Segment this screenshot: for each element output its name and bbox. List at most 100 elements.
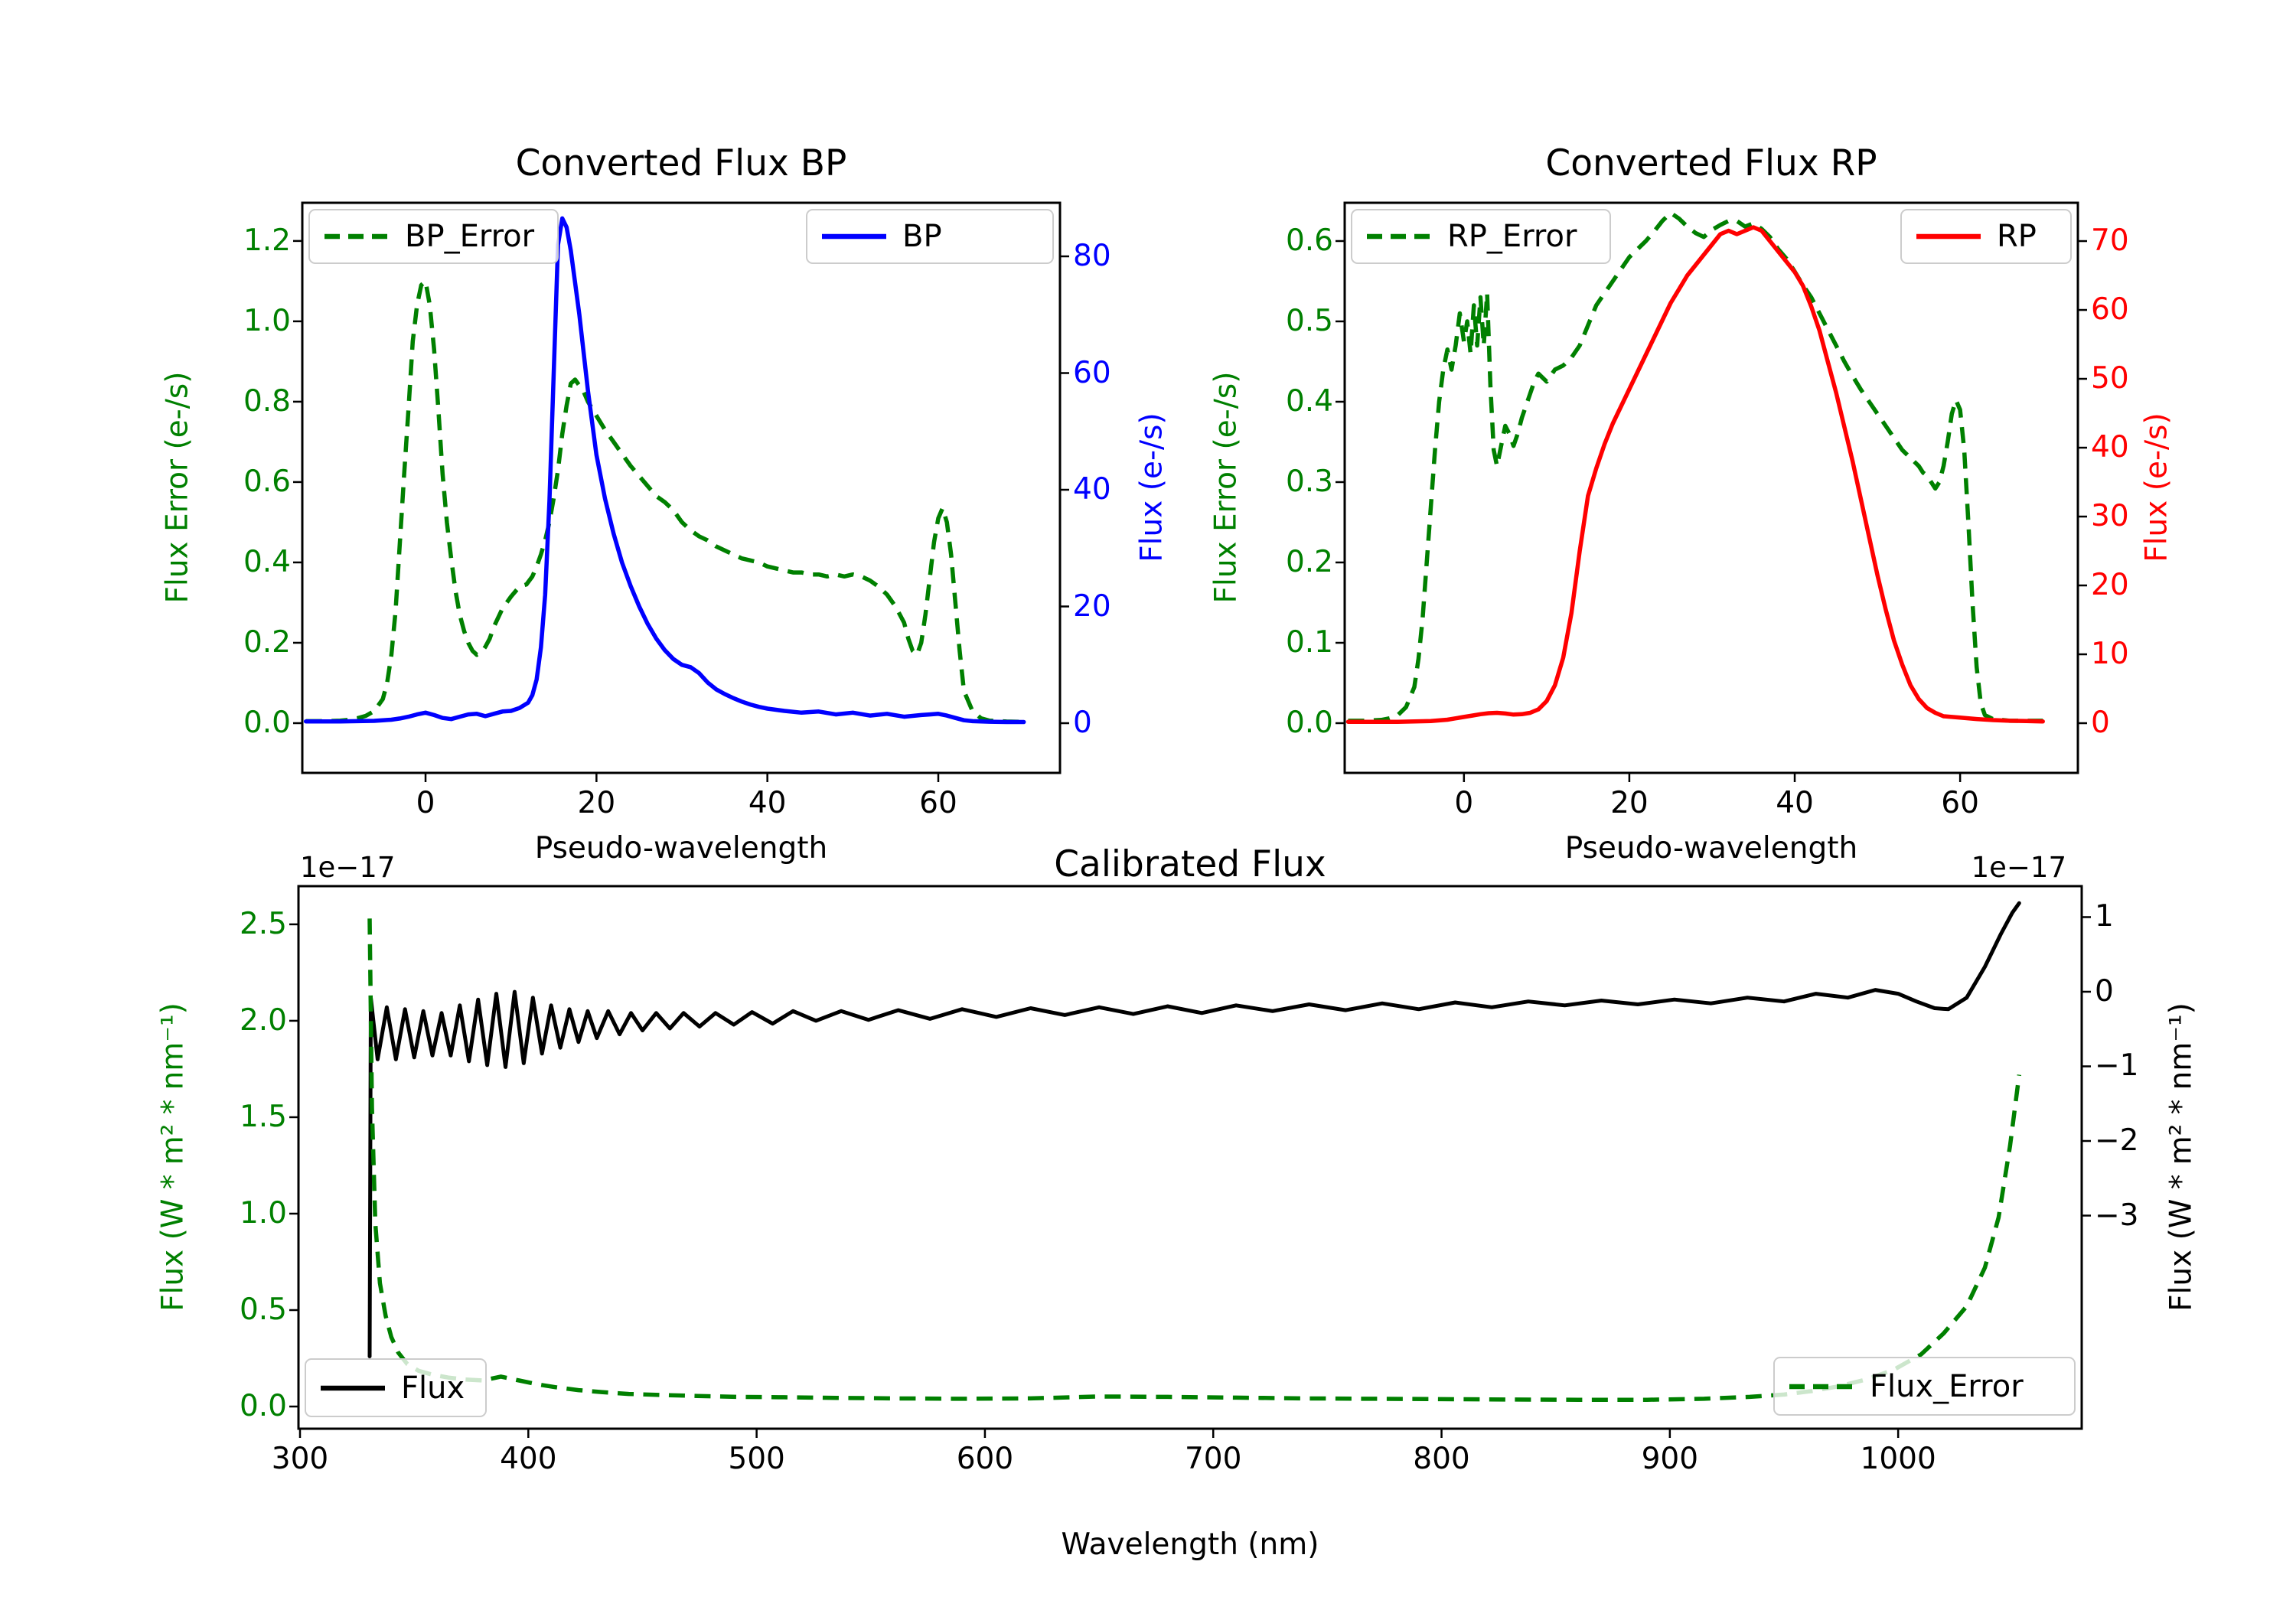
y-left-tick-label: 0.8 xyxy=(243,383,291,419)
x-tick-label: 0 xyxy=(1454,786,1474,820)
plot-title-calibrated: Calibrated Flux xyxy=(1054,843,1326,885)
y-right-tick-label: 50 xyxy=(2091,361,2129,396)
y-right-tick-label: 60 xyxy=(1073,355,1111,390)
x-tick-label: 600 xyxy=(956,1442,1014,1476)
series-group-0 xyxy=(303,216,1026,725)
x-tick-label: 40 xyxy=(748,786,787,820)
y-right-tick-label: 40 xyxy=(2091,430,2129,465)
y-left-tick-label: 0.6 xyxy=(243,464,291,499)
x-tick-label: 700 xyxy=(1184,1442,1242,1476)
x-tick-label: 300 xyxy=(271,1442,329,1476)
plot-title-bp: Converted Flux BP xyxy=(515,142,847,184)
y-left-tick-label: 0.1 xyxy=(1285,624,1333,660)
x-tick-label: 60 xyxy=(1941,786,1979,820)
legend-rp_error: RP_Error xyxy=(1351,209,1611,264)
x-tick-label: 800 xyxy=(1413,1442,1470,1476)
x-tick-label: 900 xyxy=(1641,1442,1699,1476)
y-left-tick-label: 1.2 xyxy=(243,223,291,258)
y-left-tick-label: 1.5 xyxy=(239,1099,287,1134)
axes-frame-0 xyxy=(301,201,1062,774)
y-right-tick-label: −3 xyxy=(2095,1198,2139,1233)
y-right-tick-label: 0 xyxy=(2091,706,2110,741)
axes-frame-2 xyxy=(297,885,2083,1430)
legend-rp: RP xyxy=(1900,209,2072,264)
y-right-tick-label: 1 xyxy=(2095,899,2114,934)
y-left-tick-label: 0.0 xyxy=(243,705,291,740)
y-left-tick-label: 0.3 xyxy=(1285,464,1333,499)
legend-line-sample xyxy=(1367,233,1431,240)
series-line-bp_error xyxy=(305,279,1024,725)
plot-title-rp: Converted Flux RP xyxy=(1545,142,1877,184)
series-group-1 xyxy=(1345,210,2045,724)
y-left-tick-label: 0.0 xyxy=(1285,706,1333,740)
y-right-tick-label: 0 xyxy=(1073,706,1092,741)
y-right-tick-label: 60 xyxy=(2091,292,2129,328)
x-axis-label-bp: Pseudo-wavelength xyxy=(534,831,828,865)
y-left-tick-label: 2.5 xyxy=(239,906,287,941)
y-axis-label-right-calibrated: Flux (W * m² * nm⁻¹) xyxy=(2164,1002,2199,1312)
y-left-tick-label: 0.6 xyxy=(1285,223,1333,258)
y-axis-label-right-bp: Flux (e-/s) xyxy=(1134,412,1169,562)
y-left-tick-label: 0.5 xyxy=(1285,303,1333,338)
legend-flux: Flux xyxy=(305,1358,487,1417)
y-right-tick-label: 30 xyxy=(2091,499,2129,534)
x-tick-label: 0 xyxy=(416,786,435,820)
x-axis-label-wavelength: Wavelength (nm) xyxy=(1061,1527,1319,1562)
legend-line-sample xyxy=(822,233,886,240)
legend-bp_error: BP_Error xyxy=(308,209,559,264)
legend-label: Flux_Error xyxy=(1870,1368,2024,1404)
y-right-tick-label: 20 xyxy=(2091,568,2129,603)
y-left-tick-label: 1.0 xyxy=(239,1195,287,1231)
y-left-tick-label: 0.0 xyxy=(239,1389,287,1423)
axes-frame-1 xyxy=(1343,201,2079,774)
x-tick-label: 20 xyxy=(577,786,616,820)
y-right-tick-label: 20 xyxy=(1073,588,1111,624)
series-group-2 xyxy=(367,901,2022,1402)
legend-label: BP_Error xyxy=(405,219,535,254)
y-right-tick-label: 0 xyxy=(2095,973,2114,1009)
tick-marks-1 xyxy=(1336,240,2087,782)
y-axis-label-right-rp: Flux (e-/s) xyxy=(2139,412,2174,562)
y-left-tick-label: 1.0 xyxy=(243,303,291,338)
x-tick-label: 400 xyxy=(500,1442,557,1476)
offset-text-right: 1e−17 xyxy=(1971,851,2066,884)
series-line-flux xyxy=(367,901,2021,1358)
tick-marks-0 xyxy=(293,240,1069,782)
legend-label: RP_Error xyxy=(1447,219,1577,254)
y-right-tick-label: 80 xyxy=(1073,239,1111,273)
series-line-rp xyxy=(1345,225,2045,724)
x-tick-label: 40 xyxy=(1776,786,1814,820)
legend-line-sample xyxy=(1789,1384,1854,1389)
x-tick-label: 500 xyxy=(728,1442,785,1476)
legend-label: RP xyxy=(1997,219,2037,254)
legend-label: BP xyxy=(902,219,942,254)
y-left-tick-label: 2.0 xyxy=(239,1002,287,1038)
series-line-flux_error xyxy=(367,918,2022,1402)
legend-bp: BP xyxy=(806,209,1054,264)
offset-text-left: 1e−17 xyxy=(300,851,396,884)
series-line-rp_error xyxy=(1348,210,2043,723)
x-tick-label: 1000 xyxy=(1860,1442,1936,1476)
y-left-tick-label: 0.4 xyxy=(1285,383,1333,419)
legend-line-sample xyxy=(321,1385,385,1390)
x-axis-label-rp: Pseudo-wavelength xyxy=(1564,831,1858,865)
tick-marks-2 xyxy=(289,916,2091,1438)
legend-label: Flux xyxy=(401,1370,465,1406)
x-tick-label: 20 xyxy=(1610,786,1649,820)
y-axis-label-left-calibrated: Flux (W * m² * nm⁻¹) xyxy=(155,1002,191,1312)
y-right-tick-label: 10 xyxy=(2091,637,2129,672)
legend-flux_error: Flux_Error xyxy=(1773,1357,2076,1416)
y-left-tick-label: 0.2 xyxy=(1285,544,1333,579)
legend-line-sample xyxy=(325,233,389,240)
y-right-tick-label: −1 xyxy=(2095,1048,2139,1084)
y-right-tick-label: 70 xyxy=(2091,223,2129,259)
series-line-bp xyxy=(303,216,1026,725)
y-right-tick-label: 40 xyxy=(1073,472,1111,507)
y-left-tick-label: 0.4 xyxy=(243,544,291,579)
y-left-tick-label: 0.5 xyxy=(239,1292,287,1327)
y-left-tick-label: 0.2 xyxy=(243,624,291,660)
x-tick-label: 60 xyxy=(919,786,957,820)
legend-line-sample xyxy=(1916,233,1981,240)
y-right-tick-label: −2 xyxy=(2095,1123,2139,1158)
